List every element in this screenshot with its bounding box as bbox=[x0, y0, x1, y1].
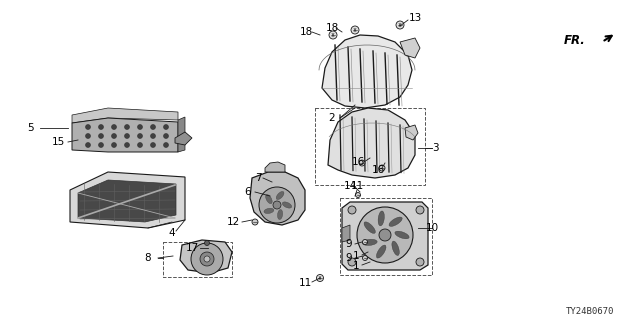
Text: 7: 7 bbox=[255, 173, 261, 183]
Circle shape bbox=[416, 206, 424, 214]
Ellipse shape bbox=[282, 202, 292, 208]
Circle shape bbox=[86, 124, 90, 130]
Text: 17: 17 bbox=[186, 243, 198, 253]
Ellipse shape bbox=[278, 210, 283, 220]
Text: 1: 1 bbox=[353, 261, 359, 271]
Text: 9: 9 bbox=[346, 253, 352, 263]
Polygon shape bbox=[322, 35, 412, 108]
Circle shape bbox=[348, 258, 356, 266]
Text: 9: 9 bbox=[346, 239, 352, 249]
Polygon shape bbox=[250, 172, 305, 225]
Polygon shape bbox=[328, 108, 415, 178]
Text: FR.: FR. bbox=[563, 34, 585, 46]
Circle shape bbox=[351, 26, 359, 34]
Circle shape bbox=[86, 142, 90, 148]
Text: 6: 6 bbox=[244, 187, 252, 197]
Polygon shape bbox=[342, 225, 350, 242]
Polygon shape bbox=[405, 125, 418, 140]
Polygon shape bbox=[180, 240, 232, 273]
Circle shape bbox=[259, 187, 295, 223]
Circle shape bbox=[99, 124, 104, 130]
Ellipse shape bbox=[266, 195, 272, 204]
Polygon shape bbox=[400, 38, 420, 58]
Ellipse shape bbox=[376, 245, 386, 258]
Circle shape bbox=[191, 243, 223, 275]
Circle shape bbox=[125, 142, 129, 148]
Circle shape bbox=[150, 133, 156, 139]
Text: 1: 1 bbox=[353, 251, 359, 261]
Text: 2: 2 bbox=[329, 113, 335, 123]
Circle shape bbox=[362, 239, 367, 244]
Text: 5: 5 bbox=[27, 123, 33, 133]
Circle shape bbox=[416, 258, 424, 266]
Text: 15: 15 bbox=[51, 137, 65, 147]
Circle shape bbox=[138, 142, 143, 148]
Circle shape bbox=[205, 241, 209, 245]
Polygon shape bbox=[78, 180, 176, 222]
Circle shape bbox=[111, 142, 116, 148]
Ellipse shape bbox=[362, 239, 377, 245]
Circle shape bbox=[252, 219, 258, 225]
Polygon shape bbox=[72, 108, 178, 123]
Circle shape bbox=[99, 142, 104, 148]
Circle shape bbox=[150, 142, 156, 148]
Circle shape bbox=[348, 206, 356, 214]
Circle shape bbox=[329, 31, 337, 39]
Circle shape bbox=[355, 193, 360, 197]
Text: 18: 18 bbox=[325, 23, 339, 33]
Ellipse shape bbox=[378, 211, 385, 226]
Ellipse shape bbox=[276, 191, 284, 200]
Ellipse shape bbox=[392, 241, 399, 255]
Polygon shape bbox=[70, 172, 185, 228]
Circle shape bbox=[396, 21, 404, 29]
Circle shape bbox=[163, 133, 168, 139]
Text: 12: 12 bbox=[227, 217, 239, 227]
Text: 16: 16 bbox=[351, 157, 365, 167]
Circle shape bbox=[379, 229, 391, 241]
Ellipse shape bbox=[364, 222, 375, 233]
Text: 11: 11 bbox=[350, 181, 364, 191]
Circle shape bbox=[125, 124, 129, 130]
Circle shape bbox=[379, 165, 385, 171]
Circle shape bbox=[362, 255, 367, 260]
Circle shape bbox=[163, 142, 168, 148]
Circle shape bbox=[150, 124, 156, 130]
Text: 11: 11 bbox=[298, 278, 312, 288]
Polygon shape bbox=[72, 118, 178, 152]
Circle shape bbox=[204, 256, 210, 262]
Circle shape bbox=[200, 252, 214, 266]
Ellipse shape bbox=[395, 231, 409, 239]
Text: 13: 13 bbox=[408, 13, 422, 23]
Text: TY24B0670: TY24B0670 bbox=[566, 308, 614, 316]
Circle shape bbox=[163, 124, 168, 130]
Text: 4: 4 bbox=[169, 228, 175, 238]
Polygon shape bbox=[342, 202, 428, 270]
Circle shape bbox=[317, 275, 323, 282]
Circle shape bbox=[273, 201, 281, 209]
Text: 16: 16 bbox=[371, 165, 385, 175]
Circle shape bbox=[357, 207, 413, 263]
Polygon shape bbox=[175, 132, 192, 145]
Circle shape bbox=[111, 124, 116, 130]
Text: 8: 8 bbox=[145, 253, 151, 263]
Ellipse shape bbox=[389, 217, 402, 226]
Circle shape bbox=[359, 160, 365, 166]
Circle shape bbox=[138, 124, 143, 130]
Polygon shape bbox=[178, 117, 185, 152]
Circle shape bbox=[125, 133, 129, 139]
Circle shape bbox=[138, 133, 143, 139]
Circle shape bbox=[111, 133, 116, 139]
Text: 10: 10 bbox=[426, 223, 438, 233]
Text: 3: 3 bbox=[432, 143, 438, 153]
Text: 14: 14 bbox=[344, 181, 356, 191]
Polygon shape bbox=[265, 162, 285, 172]
Text: 18: 18 bbox=[300, 27, 312, 37]
Circle shape bbox=[86, 133, 90, 139]
Ellipse shape bbox=[264, 208, 274, 213]
Circle shape bbox=[99, 133, 104, 139]
